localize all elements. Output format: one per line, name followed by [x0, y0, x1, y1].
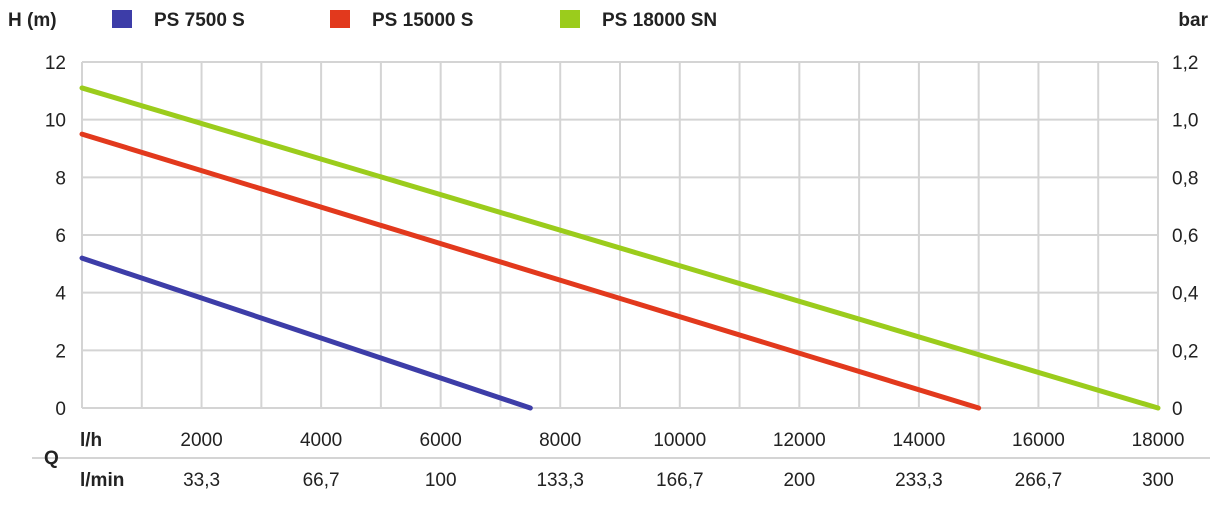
y-tick-label-left: 12 — [45, 53, 66, 74]
y-tick-label-right: 0,4 — [1172, 284, 1199, 305]
y-tick-label-left: 4 — [55, 284, 66, 305]
x-axis-label: Q — [44, 448, 59, 469]
x-tick-label-lmin: 266,7 — [1015, 470, 1063, 491]
legend-label: PS 15000 S — [372, 10, 473, 31]
x-tick-label-lh: 16000 — [1012, 430, 1065, 451]
series-line-ps-7500-s — [79, 255, 533, 411]
y-axis-label-right: bar — [1178, 10, 1208, 31]
y-tick-label-left: 8 — [55, 168, 66, 189]
x-tick-label-lmin: 200 — [783, 470, 815, 491]
x-tick-label-lh: 6000 — [420, 430, 462, 451]
legend: PS 7500 S PS 15000 S PS 18000 SN — [112, 10, 717, 31]
x-row-label-lh: l/h — [80, 430, 102, 451]
y-tick-label-left: 2 — [55, 341, 66, 362]
x-tick-label-lh: 18000 — [1132, 430, 1185, 451]
y-tick-label-right: 0,2 — [1172, 341, 1198, 362]
y-tick-label-right: 1,0 — [1172, 111, 1198, 132]
x-tick-label-lmin: 33,3 — [183, 470, 220, 491]
x-tick-label-lh: 4000 — [300, 430, 342, 451]
legend-label: PS 7500 S — [154, 10, 245, 31]
x-tick-label-lh: 8000 — [539, 430, 581, 451]
x-tick-label-lmin: 233,3 — [895, 470, 943, 491]
y-tick-label-right: 0 — [1172, 399, 1183, 420]
y-tick-label-left: 0 — [55, 399, 66, 420]
x-tick-label-lmin: 100 — [425, 470, 457, 491]
axis-labels: H (m) bar Q l/h l/min 0 0 2 0,2 4 0,4 6 0,6 8 0,8… — [8, 10, 1209, 491]
series-lines — [79, 85, 1161, 411]
y-tick-label-right: 0,8 — [1172, 168, 1198, 189]
y-tick-label-right: 1,2 — [1172, 53, 1198, 74]
legend-swatch — [330, 10, 350, 28]
legend-swatch — [112, 10, 132, 28]
series-line-ps-18000-sn — [79, 85, 1161, 411]
legend-label: PS 18000 SN — [602, 10, 717, 31]
x-tick-label-lmin: 300 — [1142, 470, 1174, 491]
x-tick-label-lh: 14000 — [892, 430, 945, 451]
x-tick-label-lh: 2000 — [180, 430, 222, 451]
x-tick-label-lmin: 133,3 — [536, 470, 584, 491]
x-row-label-lmin: l/min — [80, 470, 124, 491]
x-tick-label-lmin: 166,7 — [656, 470, 704, 491]
series-line-ps-15000-s — [79, 131, 982, 411]
x-tick-label-lh: 10000 — [653, 430, 706, 451]
grid — [32, 61, 1210, 459]
y-tick-label-left: 6 — [55, 226, 66, 247]
y-axis-label-left: H (m) — [8, 10, 57, 31]
y-tick-label-right: 0,6 — [1172, 226, 1198, 247]
y-tick-label-left: 10 — [45, 111, 66, 132]
x-tick-label-lmin: 66,7 — [303, 470, 340, 491]
x-tick-label-lh: 12000 — [773, 430, 826, 451]
legend-swatch — [560, 10, 580, 28]
